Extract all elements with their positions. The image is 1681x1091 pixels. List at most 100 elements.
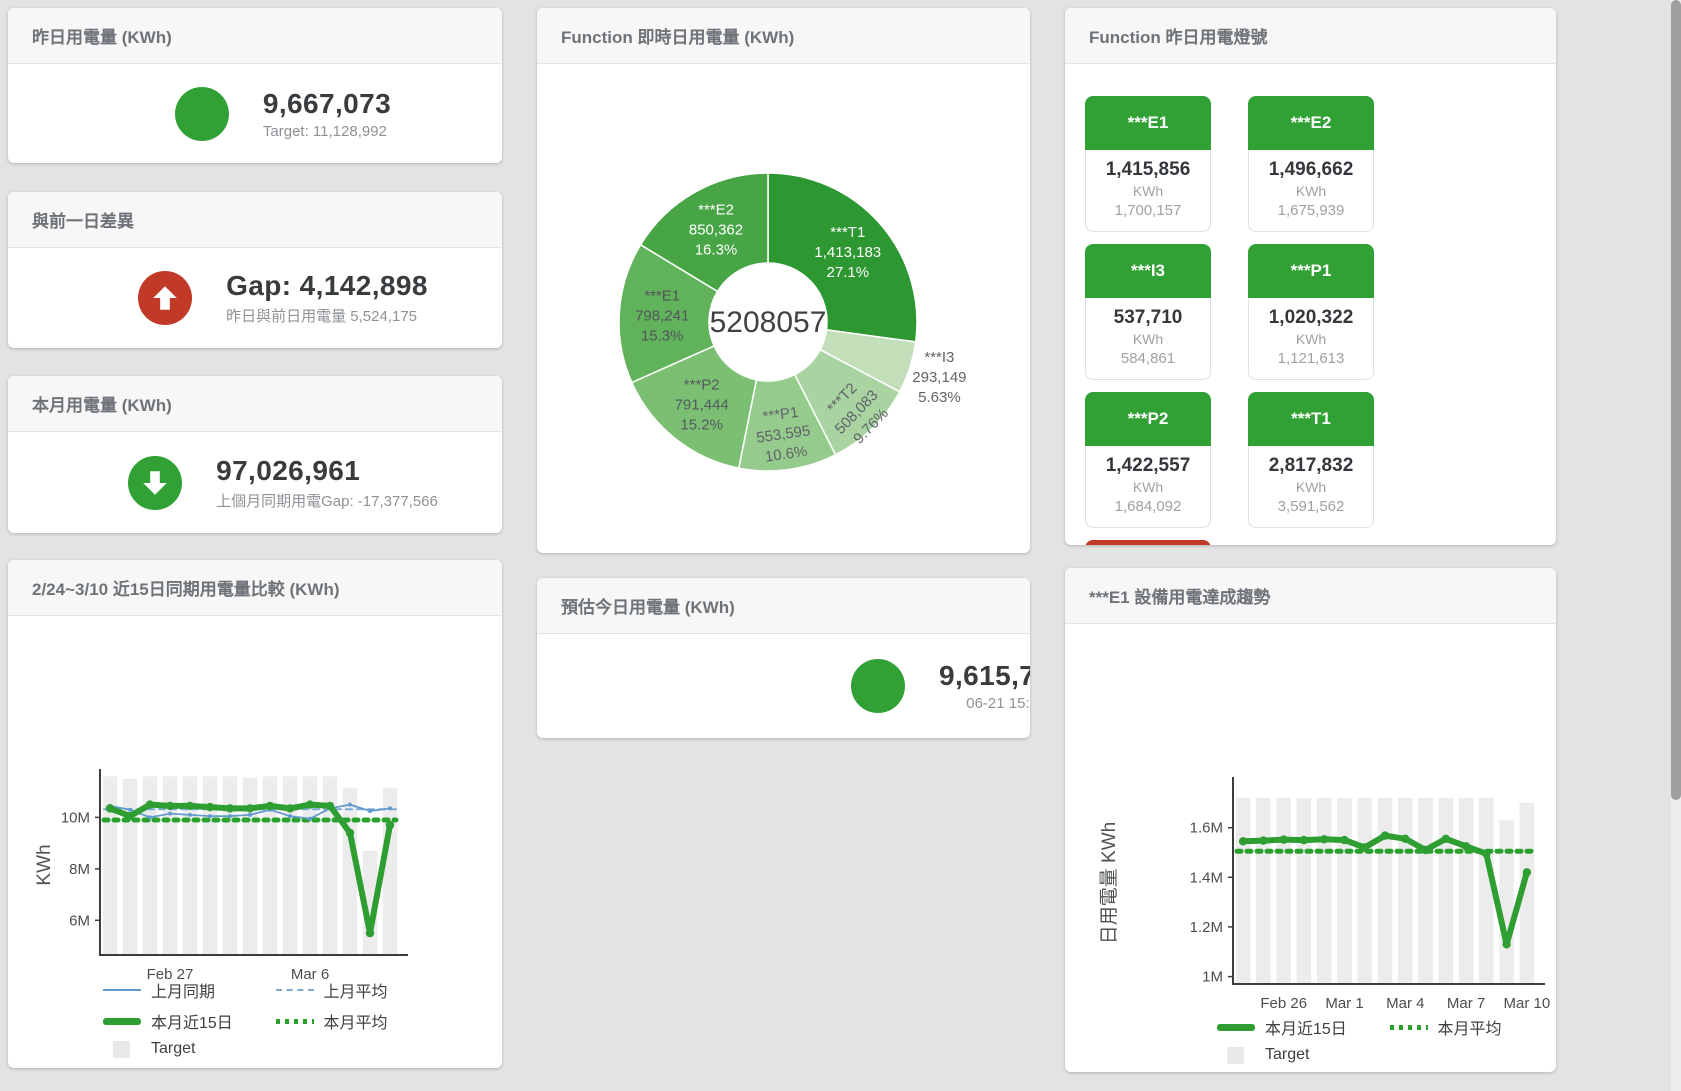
tile-label: ***T1 (1248, 392, 1374, 446)
legend-item: Target (1217, 1046, 1390, 1064)
tile-unit: KWh (1295, 331, 1327, 347)
card-title-day-gap: 與前一日差異 (8, 192, 502, 248)
light-tile-E1: ***E1 1,415,856 KWh 1,700,157 (1085, 96, 1211, 232)
trend-line-chart: 1M 1.2M 1.4M 1.6M Feb 26 Mar 1 Mar 4 Mar 7 Mar 1… (1099, 777, 1551, 1012)
target-bar (1479, 797, 1494, 984)
tile-label: ***E1 (1085, 96, 1211, 150)
series-point (1380, 831, 1390, 840)
target-bar (1458, 797, 1474, 984)
tile-unit: KWh (1295, 183, 1327, 199)
tile-label: ***P1 (1248, 244, 1374, 298)
tile-body: 537,710 KWh 584,861 (1085, 298, 1211, 380)
estimate-value: 9,615,796 (939, 660, 1030, 691)
target-bar (1357, 797, 1372, 984)
thick-green-swatch-icon (103, 1017, 141, 1025)
target-bar (222, 776, 238, 955)
x-tick-label: Feb 26 (1260, 995, 1307, 1012)
series-point (385, 820, 395, 830)
vertical-scrollbar[interactable] (1671, 0, 1681, 1091)
tile-body: 1,020,322 KWh 1,121,613 (1248, 298, 1374, 380)
y-tick-label: 1M (1202, 969, 1223, 986)
tile-value: 537,710 (1113, 307, 1183, 328)
tile-unit: KWh (1295, 479, 1327, 495)
x-tick-label: Mar 4 (1386, 995, 1424, 1012)
target-bar (1235, 797, 1251, 984)
card-light-signals: Function 昨日用電燈號 ***E1 1,415,856 KWh 1,700,1… (1065, 8, 1556, 545)
donut-label-P2: ***P2 791,444 15.2% (675, 377, 729, 434)
series-point (1441, 834, 1450, 843)
target-bar (102, 776, 118, 955)
tile-value: 1,020,322 (1268, 307, 1354, 328)
month-usage-gap: 上個月同期用電Gap: -17,377,566 (216, 492, 438, 510)
status-green-circle-icon (851, 659, 905, 713)
series-point (228, 814, 232, 819)
series-point (1421, 845, 1430, 855)
donut-slice-T1 (767, 172, 918, 343)
legend-label: 上月平均 (323, 984, 388, 1001)
legend-item: 上月同期 (103, 978, 276, 1002)
series-point (165, 801, 175, 811)
series-point (288, 814, 292, 819)
series-point (348, 802, 352, 807)
legend-label: Target (151, 1040, 196, 1057)
series-point (1238, 837, 1248, 846)
dot-green-swatch-icon (1389, 1024, 1428, 1030)
legend-label: 本月近15日 (1265, 1021, 1347, 1038)
scrollbar-thumb[interactable] (1671, 0, 1681, 800)
light-tile-E2: ***E2 1,496,662 KWh 1,675,939 (1248, 96, 1374, 232)
series-point (188, 812, 192, 817)
donut-label-T1: ***T1 1,413,183 27.1% (814, 224, 881, 281)
chart-axes (1232, 777, 1545, 985)
series-point (1320, 835, 1329, 844)
tile-target: 1,675,939 (1277, 202, 1345, 219)
trend-legend: 本月近15日 本月平均 Target (1217, 1015, 1556, 1071)
y-tick-label: 1.2M (1190, 919, 1223, 936)
series-point (205, 802, 215, 812)
yesterday-usage-value: 9,667,073 (262, 87, 392, 119)
arrow-down-circle-icon (128, 455, 183, 510)
card-title-donut: Function 即時日用電量 (KWh) (537, 8, 1030, 64)
card-month-usage: 本月用電量 (KWh) 97,026,961 上個月同期用電Gap: -17,3… (8, 376, 502, 533)
x-tick-label: Feb 27 (147, 966, 194, 983)
series-point (125, 811, 135, 821)
donut-label-I3: ***I3 293,149 5.63% (912, 349, 966, 406)
y-tick-label: 10M (61, 809, 90, 826)
series-point (1522, 868, 1532, 877)
legend-label: Target (1265, 1046, 1310, 1063)
target-bar (1438, 797, 1454, 984)
stat-text: 9,667,073 Target: 11,128,992 (263, 88, 391, 140)
series-point (1502, 940, 1511, 949)
thick-green-swatch-icon (1217, 1023, 1255, 1031)
donut-label-E1: ***E1 798,241 15.3% (635, 287, 689, 344)
day-gap-sub: 昨日與前日用電量 5,524,175 (226, 308, 418, 325)
x-tick-label: Mar 7 (1447, 995, 1485, 1012)
estimate-timestamp: 06-21 15:34:41 (966, 695, 1030, 712)
y-tick-label: 8M (69, 861, 90, 878)
tile-body: 1,415,856 KWh 1,700,157 (1085, 150, 1211, 232)
target-bar (1499, 820, 1514, 984)
legend-label: 上月同期 (151, 984, 216, 1001)
tile-target: 1,684,092 (1114, 498, 1182, 515)
donut-slice-E1 (618, 243, 719, 384)
series-point (168, 811, 172, 816)
series-point (1340, 835, 1349, 845)
legend-label: 本月近15日 (151, 1015, 233, 1032)
series-point (148, 815, 152, 820)
donut-slice-E2 (639, 172, 769, 293)
light-tile-T1: ***T1 2,817,832 KWh 3,591,562 (1248, 392, 1374, 528)
thin-blue-swatch-icon (103, 989, 141, 991)
card-title-lights: Function 昨日用電燈號 (1065, 8, 1556, 64)
series-point (245, 804, 255, 813)
target-bar (282, 776, 298, 955)
target-bar (1296, 797, 1312, 984)
series-point (265, 801, 275, 811)
tile-label: ***I3 (1085, 244, 1211, 298)
card-estimate-today: 預估今日用電量 (KWh) 9,615,796 06-21 15:34:41 (537, 578, 1030, 738)
series-point (145, 800, 155, 809)
series-point (1279, 835, 1288, 844)
y-tick-label: 6M (69, 912, 90, 929)
tile-label: ***T2 (1085, 540, 1211, 545)
light-tile-P2: ***P2 1,422,557 KWh 1,684,092 (1085, 392, 1211, 528)
x-tick-label: Mar 10 (1504, 995, 1551, 1012)
